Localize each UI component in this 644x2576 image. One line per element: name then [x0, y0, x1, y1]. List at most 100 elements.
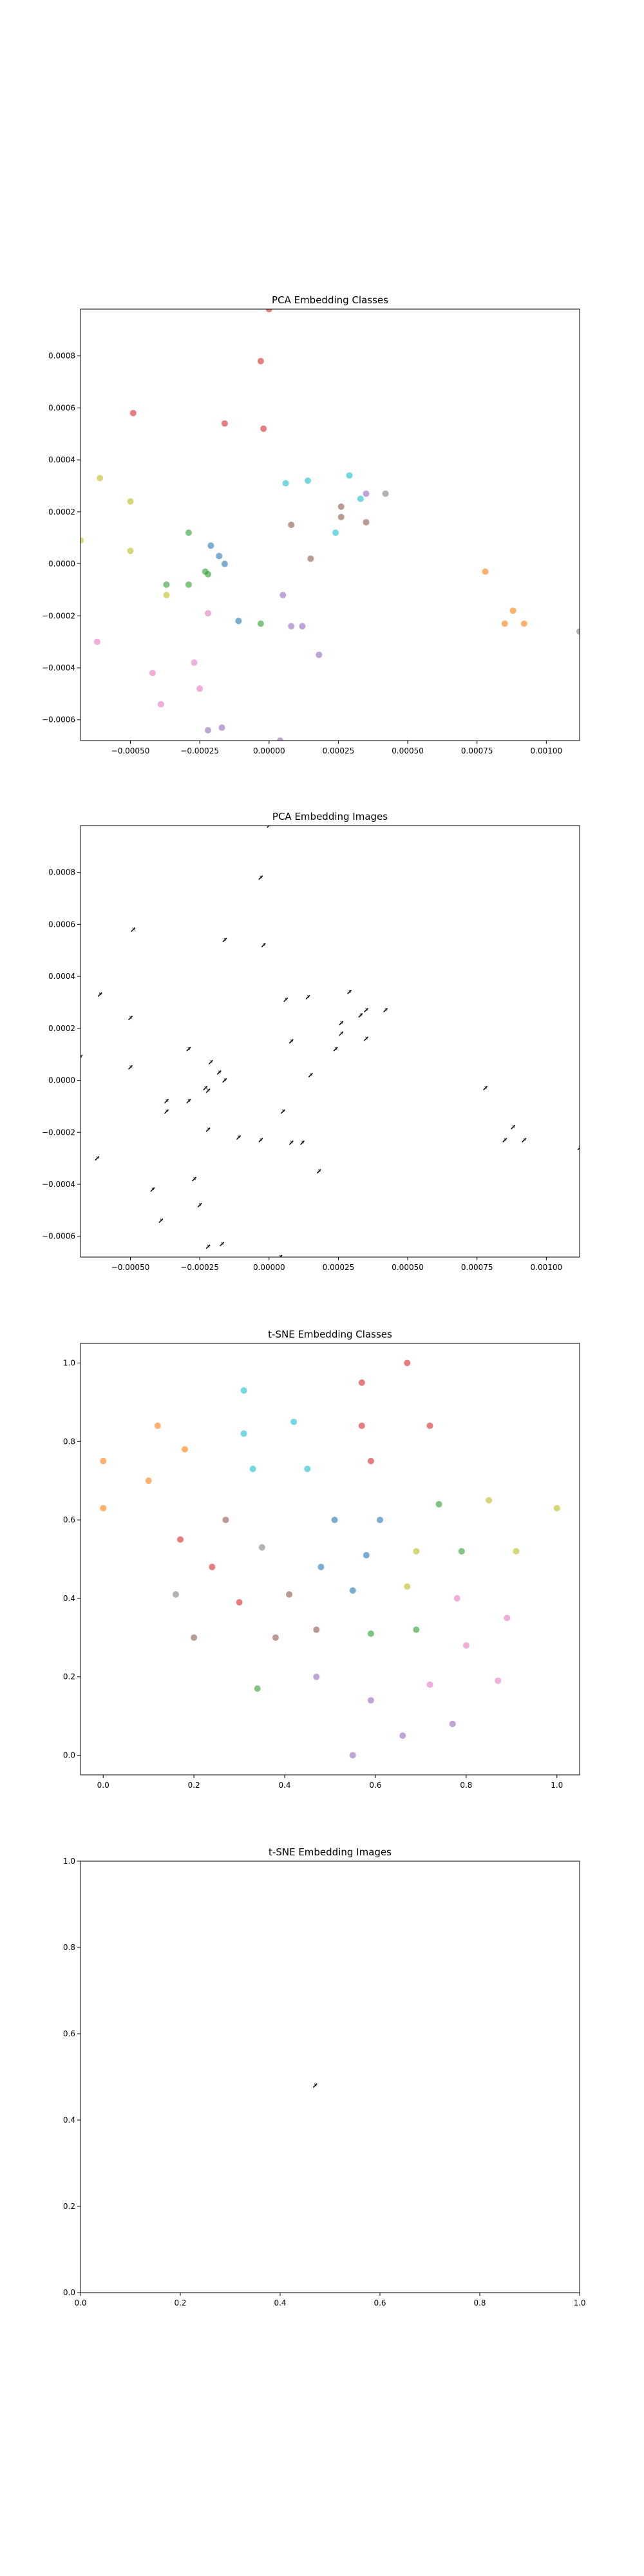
data-point — [399, 1732, 406, 1739]
data-point — [513, 1548, 520, 1555]
image-thumbnail — [308, 1072, 313, 1078]
data-point — [97, 475, 104, 482]
data-point — [288, 623, 295, 630]
x-tick-label: 0.0 — [97, 1781, 109, 1790]
data-point — [182, 1446, 189, 1453]
data-point — [337, 503, 345, 510]
y-tick-label: 0.8 — [63, 1437, 75, 1446]
data-point — [349, 1752, 356, 1759]
data-point — [222, 1517, 229, 1524]
y-tick-label: 0.0008 — [48, 868, 75, 877]
data-point — [100, 1457, 107, 1464]
y-tick-label: 1.0 — [63, 1358, 75, 1367]
data-point — [258, 1544, 265, 1551]
y-tick-label: 0.0000 — [48, 1076, 75, 1085]
data-point — [504, 1615, 511, 1622]
data-point — [377, 1517, 383, 1524]
y-tick-label: 0.0006 — [48, 920, 75, 929]
data-point — [363, 490, 370, 497]
image-thumbnail — [197, 1202, 202, 1208]
y-tick-label: −0.0002 — [42, 611, 75, 620]
data-point — [553, 1504, 560, 1511]
data-point — [240, 1430, 247, 1437]
data-point — [149, 670, 156, 677]
image-thumbnail — [186, 1046, 191, 1052]
image-thumbnail — [511, 1124, 516, 1130]
x-tick-label: 0.4 — [274, 2298, 286, 2307]
data-point — [172, 1591, 179, 1598]
image-thumbnail — [383, 1008, 388, 1013]
image-thumbnail — [222, 1077, 227, 1083]
axes-frame — [80, 1343, 580, 1776]
data-point — [235, 618, 242, 625]
x-tick-label: 1.0 — [551, 1781, 563, 1790]
chart-title: PCA Embedding Images — [272, 811, 388, 822]
y-tick-label: 0.0006 — [48, 403, 75, 412]
axes-frame — [80, 825, 580, 1258]
image-thumbnail — [363, 1036, 369, 1041]
y-tick-label: 0.0 — [63, 2288, 75, 2297]
plot-area — [312, 2083, 317, 2088]
data-point — [458, 1548, 465, 1555]
x-tick-label: 0.00100 — [531, 1263, 563, 1272]
y-tick-label: 1.0 — [63, 1857, 75, 1866]
image-thumbnail — [216, 1070, 222, 1075]
data-point — [191, 1634, 198, 1641]
image-thumbnail — [208, 1059, 213, 1065]
data-point — [93, 638, 100, 645]
chart-4: t-SNE Embedding Images 0.0 0.2 0.4 0.6 0.8 1.0… — [63, 1846, 586, 2307]
data-point — [127, 498, 134, 505]
image-thumbnail — [358, 1013, 363, 1018]
y-tick-label: 0.0000 — [48, 560, 75, 569]
y-tick-label: 0.6 — [63, 2029, 75, 2038]
image-thumbnail — [339, 1031, 344, 1036]
y-tick-label: −0.0002 — [42, 1128, 75, 1137]
image-thumbnail — [258, 875, 263, 880]
image-thumbnail — [150, 1187, 155, 1192]
axes-frame — [80, 308, 580, 741]
image-thumbnail — [205, 1127, 211, 1132]
x-tick-label: 0.00100 — [531, 746, 563, 755]
image-thumbnail — [347, 989, 352, 994]
image-thumbnail — [299, 1140, 305, 1145]
data-point — [449, 1720, 456, 1727]
data-point — [382, 490, 389, 497]
y-tick-label: 0.0004 — [48, 972, 75, 981]
x-tick-label: 0.00000 — [253, 746, 285, 755]
image-thumbnail — [289, 1140, 294, 1145]
image-thumbnail — [203, 1086, 208, 1091]
image-thumbnail — [97, 992, 102, 997]
data-point — [209, 1564, 216, 1571]
x-tick-label: 0.00075 — [461, 1263, 493, 1272]
x-tick-label: 0.8 — [460, 1781, 472, 1790]
data-point — [265, 309, 272, 312]
data-point — [277, 737, 283, 741]
image-thumbnail — [128, 1065, 133, 1070]
data-point — [363, 1551, 370, 1558]
data-point — [316, 651, 323, 658]
data-point — [304, 1465, 311, 1472]
image-thumbnail — [222, 938, 227, 943]
plot-area — [100, 1359, 560, 1759]
chart-2: PCA Embedding Images −0.00050 −0.00025 0.00… — [42, 811, 580, 1272]
data-point — [207, 542, 214, 549]
data-point — [129, 410, 137, 417]
data-point — [163, 591, 170, 598]
data-point — [154, 1422, 161, 1429]
data-point — [453, 1595, 460, 1602]
y-tick-label: 0.0002 — [48, 1024, 75, 1033]
data-point — [358, 1422, 365, 1429]
data-point — [177, 1536, 184, 1543]
data-point — [100, 1504, 107, 1511]
x-tick-label: 0.8 — [473, 2298, 486, 2307]
y-tick-label: 0.8 — [63, 1943, 75, 1952]
data-point — [216, 553, 223, 560]
image-thumbnail — [95, 1156, 100, 1161]
image-thumbnail — [289, 1039, 294, 1044]
data-point — [413, 1626, 420, 1633]
y-tick-label: 0.0004 — [48, 455, 75, 464]
data-point — [435, 1501, 442, 1508]
data-point — [358, 1379, 365, 1386]
data-point — [254, 1685, 261, 1692]
data-point — [404, 1359, 411, 1367]
